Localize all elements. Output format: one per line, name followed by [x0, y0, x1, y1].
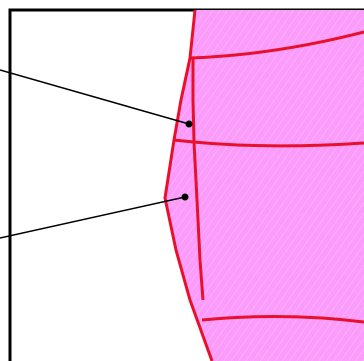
cell-edge-top [189, 30, 364, 60]
region-boundary [163, 9, 214, 361]
shaded-region [165, 10, 364, 361]
cell-edge-bottom [201, 314, 364, 324]
callout-lower-dot [181, 193, 189, 201]
callout-upper-dot [185, 120, 193, 128]
callout-upper-leader [0, 69, 190, 125]
inner-vertical-edge [191, 58, 205, 301]
cell-edge-middle [173, 138, 364, 148]
callout-lower-leader [0, 196, 186, 239]
